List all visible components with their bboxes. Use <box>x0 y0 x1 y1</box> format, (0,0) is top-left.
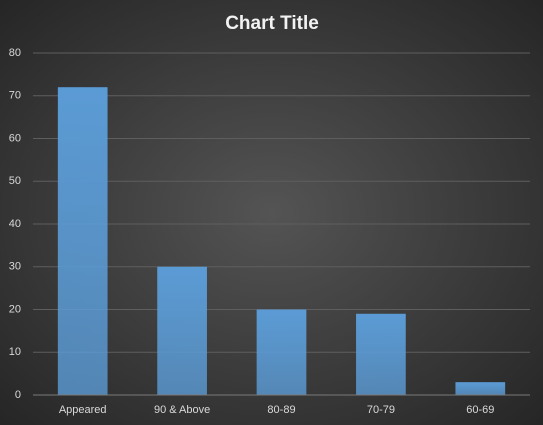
bar <box>157 266 207 395</box>
bar <box>455 382 506 395</box>
bar <box>356 313 406 395</box>
y-tick-label: 60 <box>9 132 21 144</box>
y-tick-label: 30 <box>9 261 21 273</box>
y-tick-label: 50 <box>9 175 21 187</box>
x-tick-label: 80-89 <box>267 404 295 416</box>
y-tick-label: 70 <box>9 90 21 102</box>
bar <box>57 87 108 395</box>
x-tick-label: Appeared <box>59 404 107 416</box>
y-tick-label: 20 <box>9 303 21 315</box>
y-tick-label: 80 <box>9 47 21 59</box>
x-tick-label: 90 & Above <box>154 404 210 416</box>
bar <box>256 309 307 395</box>
chart-title: Chart Title <box>225 13 319 34</box>
y-tick-label: 40 <box>9 218 21 230</box>
x-tick-label: 60-69 <box>466 404 494 416</box>
x-tick-label: 70-79 <box>367 404 395 416</box>
y-tick-label: 10 <box>9 346 21 358</box>
y-tick-label: 0 <box>15 389 21 401</box>
